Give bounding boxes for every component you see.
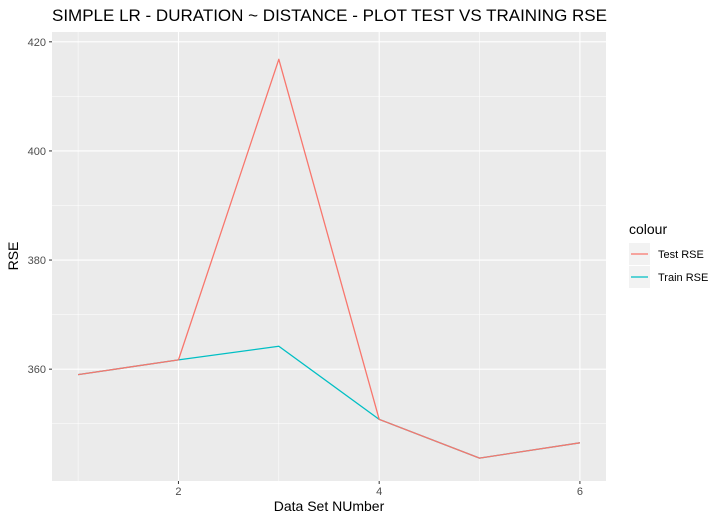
x-tick-label: 6 (577, 486, 583, 498)
legend-title: colour (629, 221, 667, 237)
x-tick-label: 2 (175, 486, 181, 498)
legend-keys: Test RSE Train RSE (629, 243, 708, 288)
y-tick-label: 380 (28, 255, 46, 267)
y-axis-title: RSE (5, 242, 21, 271)
y-tick-label: 400 (28, 146, 46, 158)
plot-panel (52, 32, 606, 481)
series-lines (77, 58, 581, 459)
y-tick-label: 360 (28, 364, 46, 376)
y-tick-label: 420 (28, 37, 46, 49)
legend-label-train-rse: Train RSE (658, 272, 708, 284)
plot-title: SIMPLE LR - DURATION ~ DISTANCE - PLOT T… (52, 6, 607, 25)
x-axis: 2 4 6 (175, 481, 583, 498)
y-axis: 360 380 400 420 (28, 37, 52, 376)
x-axis-title: Data Set NUmber (274, 498, 385, 514)
series-line-test-rse (77, 58, 581, 459)
grid-major (52, 32, 606, 481)
grid-minor (52, 32, 606, 481)
legend: colour Test RSE Train RSE (629, 221, 708, 288)
x-tick-label: 4 (376, 486, 382, 498)
legend-label-test-rse: Test RSE (658, 249, 704, 261)
